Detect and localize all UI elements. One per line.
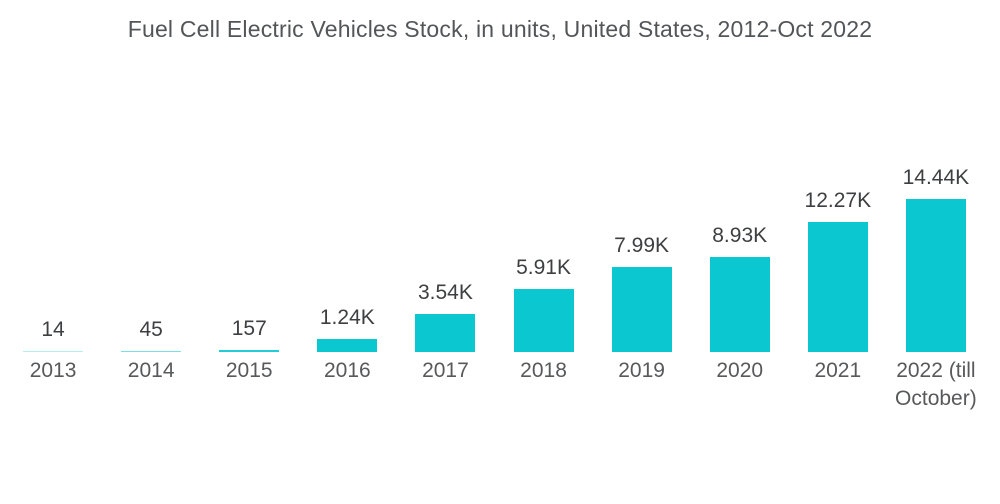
bar-column: 3.54K bbox=[396, 60, 494, 352]
bar-column: 14.44K bbox=[887, 60, 985, 352]
bar bbox=[513, 289, 574, 352]
x-axis-label: 2016 bbox=[323, 359, 371, 382]
bar-column: 7.99K bbox=[593, 60, 691, 352]
bar-column: 157 bbox=[200, 60, 298, 352]
x-axis-label: 2013 bbox=[29, 359, 77, 382]
x-axis-label: 2017 bbox=[422, 359, 469, 382]
x-axis-label: 2019 bbox=[618, 359, 665, 382]
value-label: 7.99K bbox=[614, 234, 670, 257]
value-label: 45 bbox=[139, 318, 163, 341]
value-label: 3.54K bbox=[417, 281, 473, 304]
x-axis-label: 2021 bbox=[814, 359, 862, 382]
bar bbox=[219, 350, 280, 352]
value-label: 1.24K bbox=[319, 306, 375, 329]
bar-column: 5.91K bbox=[494, 60, 592, 352]
bar bbox=[121, 351, 182, 352]
x-axis-label: 2020 bbox=[716, 359, 764, 382]
value-label: 8.93K bbox=[712, 224, 768, 247]
bar-column: 8.93K bbox=[691, 60, 789, 352]
bar-column: 12.27K bbox=[789, 60, 887, 352]
value-label: 14.44K bbox=[902, 166, 970, 189]
x-axis-label: 2018 bbox=[520, 359, 567, 382]
chart-title: Fuel Cell Electric Vehicles Stock, in un… bbox=[127, 16, 873, 42]
value-label: 5.91K bbox=[516, 256, 571, 279]
x-axis-label: 2014 bbox=[127, 359, 175, 382]
bar-column: 45 bbox=[102, 60, 200, 352]
bar bbox=[23, 351, 84, 352]
value-label: 12.27K bbox=[804, 189, 872, 212]
bar bbox=[905, 199, 966, 352]
plot-area: 14 45 157 1.24K 3.54K 5.91K 7.99K 8.93K 12.27K 14… bbox=[4, 60, 985, 352]
bar bbox=[415, 314, 476, 352]
bar bbox=[611, 267, 672, 352]
bar bbox=[807, 222, 868, 352]
bar-column: 14 bbox=[4, 60, 102, 352]
bar-column: 1.24K bbox=[298, 60, 396, 352]
x-axis-label: 2015 bbox=[225, 359, 273, 382]
x-axis-labels: 2013 2014 2015 2016 2017 2018 2019 2020 2021 2022… bbox=[4, 357, 985, 413]
value-label: 14 bbox=[41, 318, 65, 341]
bar bbox=[709, 257, 770, 352]
x-axis-label: 2022 (till October) bbox=[895, 359, 977, 410]
value-label: 157 bbox=[231, 317, 267, 340]
bar bbox=[317, 339, 378, 352]
